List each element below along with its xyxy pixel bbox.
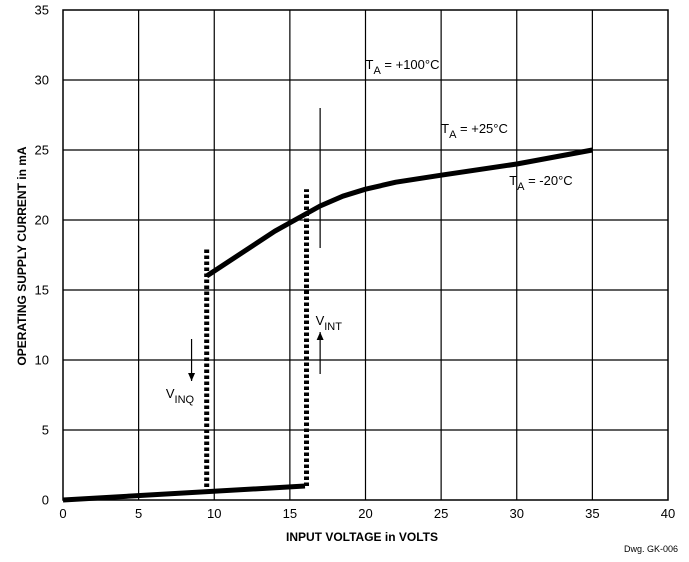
annotation-subscript: A (373, 65, 381, 77)
annotation-subscript: INT (324, 321, 342, 333)
series-line-0 (62, 483, 306, 503)
x-tick-label: 25 (434, 506, 448, 521)
y-tick-label: 0 (42, 493, 49, 508)
y-tick-label: 30 (35, 73, 49, 88)
y-axis-title: OPERATING SUPPLY CURRENT in mA (15, 146, 29, 365)
annotation-value: = +100°C (381, 57, 440, 72)
annotation-subscript: INQ (175, 394, 195, 406)
annotation-main: T (366, 57, 374, 72)
annotation-inq-4: VINQ (166, 386, 195, 406)
x-axis-title: INPUT VOLTAGE in VOLTS (286, 530, 438, 544)
y-tick-label: 35 (35, 3, 49, 18)
y-tick-label: 5 (42, 423, 49, 438)
annotation-subscript: A (449, 129, 457, 141)
x-tick-label: 20 (358, 506, 372, 521)
annotation-a-0: TA = +100°C (366, 57, 440, 77)
y-tick-label: 20 (35, 213, 49, 228)
arrow-up-icon (316, 332, 324, 340)
annotation-main: V (316, 313, 325, 328)
annotation-subscript: A (517, 181, 525, 193)
x-tick-label: 5 (135, 506, 142, 521)
series (62, 147, 593, 503)
tick-labels: 0 5 10 15 20 25 30 35 40 0 5 10 15 20 25 30 35 (35, 3, 676, 522)
y-tick-label: 10 (35, 353, 49, 368)
x-tick-label: 40 (661, 506, 675, 521)
annotation-main: V (166, 386, 175, 401)
series-line-1 (205, 147, 593, 279)
annotation-a-2: TA = -20°C (509, 173, 573, 193)
x-tick-label: 30 (510, 506, 524, 521)
annotation-a-1: TA = +25°C (441, 121, 508, 141)
x-tick-label: 35 (585, 506, 599, 521)
x-tick-label: 15 (283, 506, 297, 521)
y-tick-label: 15 (35, 283, 49, 298)
arrow-down-icon (188, 373, 196, 381)
drawing-number: Dwg. GK-006 (624, 544, 678, 554)
annotation-int-3: VINT (316, 313, 343, 333)
annotation-main: T (441, 121, 449, 136)
grid (62, 9, 669, 501)
annotation-main: T (509, 173, 517, 188)
annotation-value: = -20°C (524, 173, 572, 188)
markers (188, 108, 324, 493)
x-tick-label: 10 (207, 506, 221, 521)
y-tick-label: 25 (35, 143, 49, 158)
x-tick-label: 0 (59, 506, 66, 521)
annotation-value: = +25°C (456, 121, 507, 136)
